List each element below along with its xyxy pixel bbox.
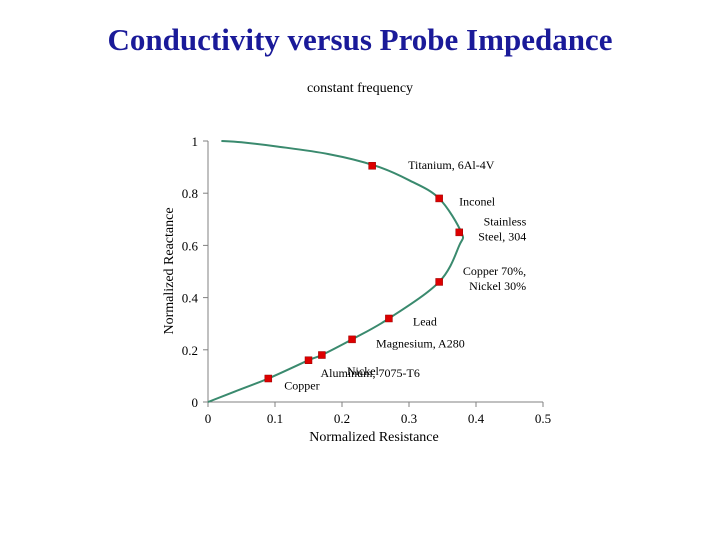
x-tick-label: 0.5 — [535, 411, 551, 426]
y-tick-label: 0.6 — [182, 238, 199, 253]
y-tick-label: 0.4 — [182, 291, 199, 306]
y-tick-label: 0 — [192, 395, 199, 410]
x-axis-label: Normalized Resistance — [309, 430, 438, 445]
data-point-label: Magnesium, A280 — [376, 336, 465, 350]
data-point-marker — [318, 351, 326, 359]
x-tick-label: 0.4 — [468, 411, 485, 426]
impedance-curve — [207, 140, 465, 403]
data-point-label: Copper 70%, Nickel 30% — [463, 264, 526, 293]
data-point-label: Titanium, 6Al-4V — [408, 158, 495, 172]
y-tick-label: 0.2 — [182, 343, 198, 358]
x-tick-label: 0.1 — [267, 411, 283, 426]
data-point-label: Stainless Steel, 304 — [478, 214, 526, 243]
x-tick-label: 0.3 — [401, 411, 417, 426]
data-point-label: Copper — [284, 379, 319, 393]
slide-title: Conductivity versus Probe Impedance — [107, 22, 613, 57]
plot-area: 0 0.2 0.4 0.6 0.8 1 0 0.1 0.2 0.3 0.4 0.5 CopperAlum… — [182, 134, 551, 426]
data-point-marker — [455, 228, 463, 237]
y-axis-label: Normalized Reactance — [162, 207, 177, 334]
data-point-marker — [435, 194, 443, 203]
data-point-label: Lead — [413, 314, 437, 328]
data-point-label: Aluminum, 7075-T6 — [321, 366, 420, 380]
chart-subtitle: constant frequency — [307, 81, 413, 96]
data-point-marker — [435, 278, 443, 286]
data-point-marker — [264, 374, 273, 383]
data-point-marker — [348, 335, 356, 344]
y-tick-label: 0.8 — [182, 186, 198, 201]
x-tick-label: 0.2 — [334, 411, 350, 426]
y-tick-label: 1 — [192, 134, 199, 149]
data-point-marker — [385, 314, 393, 323]
data-point-label: Nickel — [347, 364, 380, 378]
data-point-marker — [304, 356, 313, 364]
data-point-label: Inconel — [459, 194, 496, 208]
x-tick-label: 0 — [205, 411, 212, 426]
data-point-marker — [368, 162, 376, 170]
